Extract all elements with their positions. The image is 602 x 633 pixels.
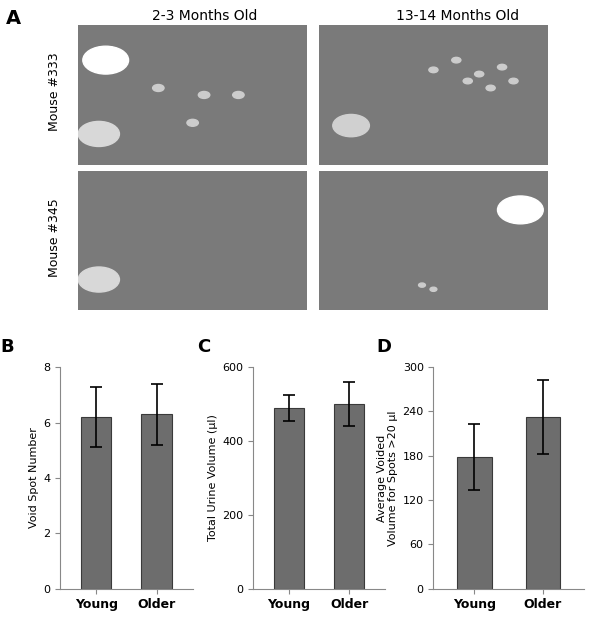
FancyBboxPatch shape	[69, 20, 316, 170]
Circle shape	[232, 92, 244, 99]
Bar	[458, 457, 492, 589]
Y-axis label: Average Voided
Volume for Spots >20 μl: Average Voided Volume for Spots >20 μl	[377, 410, 399, 546]
Text: A: A	[6, 9, 21, 28]
Bar	[334, 404, 364, 589]
Circle shape	[418, 283, 426, 287]
Text: Mouse #333: Mouse #333	[48, 53, 61, 131]
Circle shape	[78, 267, 119, 292]
Text: 13-14 Months Old: 13-14 Months Old	[396, 9, 519, 23]
Circle shape	[474, 72, 484, 77]
FancyBboxPatch shape	[69, 165, 316, 316]
Y-axis label: Total Urine Volume (μl): Total Urine Volume (μl)	[208, 415, 218, 541]
Bar	[141, 414, 172, 589]
Circle shape	[463, 78, 473, 84]
Circle shape	[78, 122, 119, 146]
Text: C: C	[197, 338, 211, 356]
Bar	[274, 408, 304, 589]
Text: Mouse #345: Mouse #345	[48, 198, 61, 277]
Circle shape	[452, 58, 461, 63]
Circle shape	[187, 120, 198, 127]
Text: B: B	[1, 338, 14, 356]
Circle shape	[199, 92, 210, 99]
Text: D: D	[376, 338, 391, 356]
Circle shape	[486, 85, 495, 91]
Circle shape	[430, 287, 437, 291]
Y-axis label: Void Spot Number: Void Spot Number	[29, 427, 39, 529]
Circle shape	[497, 196, 543, 224]
Circle shape	[509, 78, 518, 84]
FancyBboxPatch shape	[310, 20, 557, 170]
Bar	[81, 417, 111, 589]
Bar	[526, 417, 560, 589]
Circle shape	[83, 46, 129, 74]
Circle shape	[497, 65, 507, 70]
Circle shape	[153, 84, 164, 91]
Circle shape	[429, 67, 438, 73]
FancyBboxPatch shape	[310, 165, 557, 316]
Circle shape	[333, 115, 370, 137]
Text: 2-3 Months Old: 2-3 Months Old	[152, 9, 258, 23]
